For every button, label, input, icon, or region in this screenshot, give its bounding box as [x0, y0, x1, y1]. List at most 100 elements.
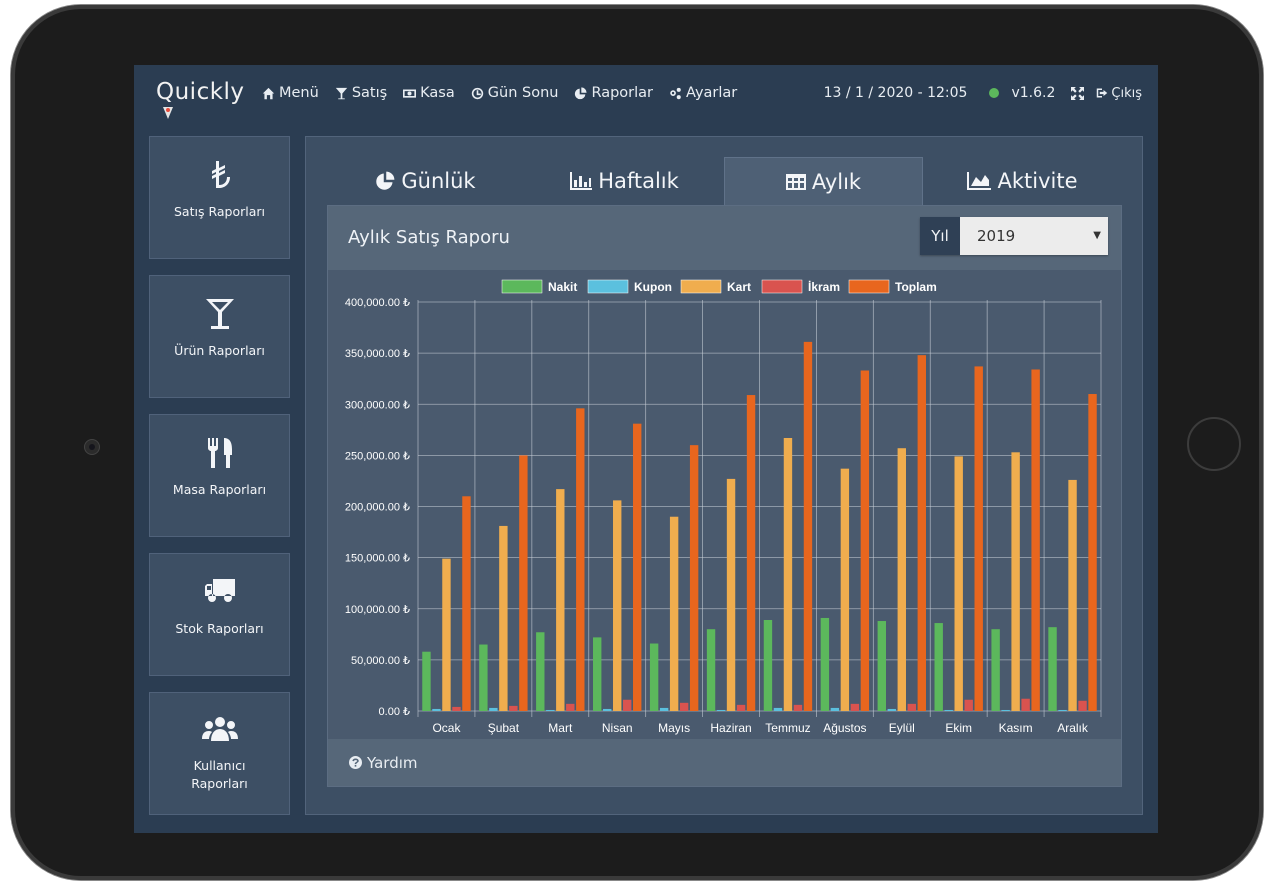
legend-label: İkram: [808, 279, 840, 294]
bar-toplam: [462, 496, 471, 711]
pie-chart-icon: [575, 86, 588, 99]
logout-button[interactable]: Çıkış: [1096, 86, 1142, 101]
bar-i̇kram: [736, 704, 746, 711]
bar-nakit: [593, 637, 602, 711]
bar-kupon: [432, 708, 441, 711]
bar-kupon: [887, 708, 896, 711]
bar-i̇kram: [452, 706, 461, 711]
bar-i̇kram: [623, 699, 632, 711]
y-tick-label: 50,000.00 ₺: [351, 655, 410, 667]
bar-nakit: [934, 623, 943, 711]
bar-nakit: [706, 629, 716, 711]
bar-i̇kram: [850, 703, 860, 711]
y-tick-label: 150,000.00 ₺: [345, 553, 410, 565]
bar-toplam: [803, 341, 813, 711]
report-card-header: Aylık Satış Raporu Yıl 2019 ▼: [328, 206, 1121, 270]
bar-i̇kram: [566, 703, 575, 711]
sidebar-item-stock-reports[interactable]: Stok Raporları: [149, 553, 290, 676]
home-icon: [262, 87, 275, 99]
legend-swatch: [848, 279, 890, 294]
tab-weekly[interactable]: Haftalık: [525, 157, 724, 205]
tab-monthly-label: Aylık: [811, 169, 862, 194]
nav-day-end-label: Gün Sonu: [487, 85, 559, 101]
bar-kupon: [944, 709, 953, 711]
cutlery-icon: [207, 438, 232, 468]
app-logo: Quickly: [156, 79, 245, 105]
bar-i̇kram: [907, 703, 916, 711]
sign-out-icon: [1097, 88, 1108, 98]
bar-kupon: [1058, 709, 1067, 711]
bar-toplam: [974, 366, 983, 711]
monthly-sales-chart: Nakit Kupon Kart İkram Toplam 0.00 ₺ 50,000.00…: [345, 279, 1102, 735]
bar-kupon: [603, 708, 612, 711]
legend-label: Kart: [727, 280, 751, 294]
legend-item: İkram: [761, 279, 840, 294]
x-tick-label: Ekim: [945, 721, 972, 735]
y-tick-label: 350,000.00 ₺: [345, 348, 410, 360]
nav-settings[interactable]: Ayarlar: [669, 85, 737, 101]
bar-nakit: [877, 621, 886, 711]
x-tick-label: Mart: [548, 721, 573, 735]
tab-monthly[interactable]: Aylık: [724, 157, 923, 205]
tab-daily[interactable]: Günlük: [326, 157, 525, 205]
logout-label: Çıkış: [1111, 85, 1142, 101]
bar-kupon: [546, 709, 555, 711]
sidebar-item-user-reports[interactable]: Kullanıcı Raporları: [149, 692, 290, 815]
bar-i̇kram: [1021, 698, 1030, 711]
year-label: Yıl: [920, 217, 960, 255]
bar-toplam: [746, 395, 756, 711]
bar-kart: [669, 516, 679, 711]
bar-toplam: [917, 355, 926, 711]
legend-swatch: [761, 279, 803, 294]
bar-kupon: [489, 707, 498, 711]
bar-i̇kram: [1078, 700, 1087, 711]
bar-kart: [499, 525, 508, 711]
bar-kart: [613, 500, 622, 711]
nav-sales[interactable]: Satış: [335, 85, 387, 101]
y-tick-label: 0.00 ₺: [379, 706, 410, 718]
x-tick-label: Aralık: [1057, 721, 1089, 735]
top-bar: Quickly Menü Satış Kasa Gün Sonu: [134, 65, 1158, 125]
cocktail-icon: [335, 87, 347, 99]
year-select[interactable]: 2019 ▼: [960, 217, 1108, 255]
nav-cash[interactable]: Kasa: [403, 85, 455, 101]
bar-chart-icon: [570, 172, 593, 190]
nav-sales-label: Satış: [351, 85, 388, 101]
users-icon: [201, 717, 238, 741]
fullscreen-icon[interactable]: [1071, 86, 1085, 100]
legend-item: Toplam: [848, 279, 937, 294]
bar-kart: [1068, 479, 1077, 711]
legend-label: Toplam: [895, 280, 937, 294]
sidebar-item-product-reports[interactable]: Ürün Raporları: [149, 275, 290, 398]
nav-menu[interactable]: Menü: [262, 85, 319, 101]
bar-kart: [442, 558, 451, 711]
bar-kupon: [716, 709, 726, 711]
connection-status-dot: [989, 88, 1000, 98]
nav-reports[interactable]: Raporlar: [574, 85, 653, 101]
tab-activity[interactable]: Aktivite: [923, 157, 1122, 205]
y-tick-label: 200,000.00 ₺: [345, 502, 410, 514]
bar-nakit: [422, 651, 431, 711]
legend-swatch: [680, 279, 722, 294]
help-bar[interactable]: Yardım: [328, 739, 1121, 786]
home-button[interactable]: [1187, 417, 1241, 471]
bar-i̇kram: [509, 705, 518, 711]
question-circle-icon: [349, 756, 362, 769]
bar-toplam: [633, 423, 642, 711]
bar-toplam: [576, 408, 585, 711]
nav-day-end[interactable]: Gün Sonu: [471, 85, 559, 101]
nav-settings-label: Ayarlar: [686, 85, 738, 101]
tablet-frame: Quickly Menü Satış Kasa Gün Sonu: [11, 5, 1263, 880]
money-icon: [403, 88, 417, 98]
bar-nakit: [991, 629, 1000, 711]
bar-kart: [556, 489, 565, 711]
datetime-display: 13 / 1 / 2020 - 12:05: [823, 85, 968, 101]
bar-kupon: [1001, 709, 1010, 711]
nav-cash-label: Kasa: [420, 85, 455, 101]
report-panel: Günlük Haftalık Aylık Aktivite Aylık Sat: [305, 136, 1143, 815]
sidebar-item-sales-reports[interactable]: Satış Raporları: [149, 136, 290, 259]
x-tick-label: Mayıs: [658, 721, 690, 735]
bar-toplam: [860, 370, 870, 711]
x-tick-label: Eylül: [889, 721, 915, 735]
sidebar-item-table-reports[interactable]: Masa Raporları: [149, 414, 290, 537]
